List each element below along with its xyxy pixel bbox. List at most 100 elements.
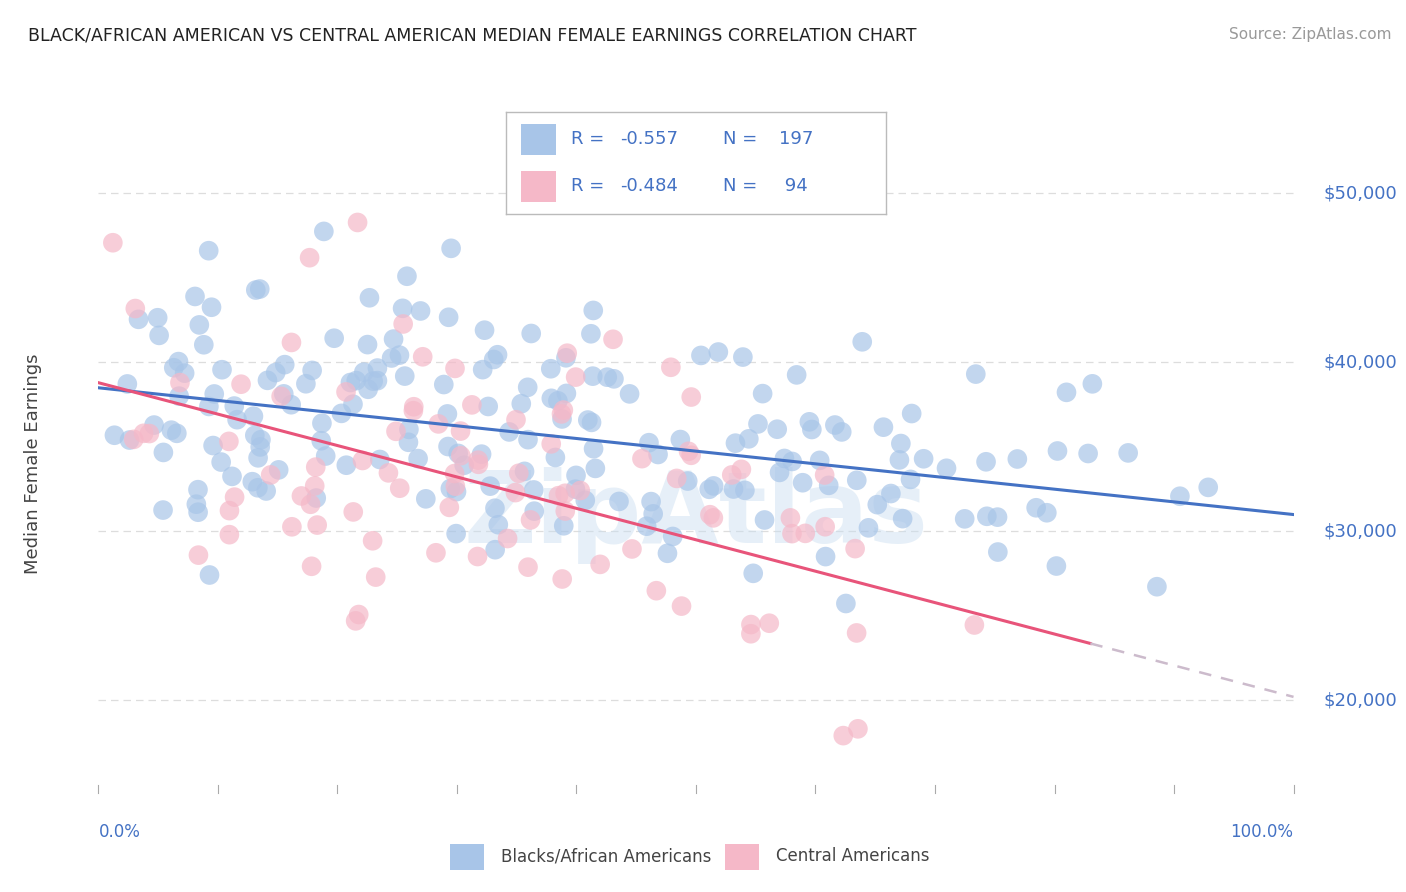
Point bbox=[508, 467, 530, 481]
Point bbox=[352, 453, 374, 467]
Point bbox=[471, 362, 494, 376]
Point bbox=[392, 317, 415, 331]
Point bbox=[724, 436, 747, 450]
Point bbox=[290, 489, 312, 503]
Point bbox=[307, 518, 329, 533]
Point bbox=[301, 363, 323, 377]
Point bbox=[1036, 506, 1059, 520]
Point bbox=[661, 529, 683, 543]
Point bbox=[323, 331, 346, 345]
Point bbox=[406, 451, 429, 466]
Point bbox=[143, 418, 166, 433]
Point bbox=[576, 413, 599, 427]
Point bbox=[394, 369, 416, 384]
Point bbox=[768, 466, 790, 480]
Point bbox=[643, 507, 665, 521]
Point bbox=[555, 386, 578, 401]
Point bbox=[581, 416, 603, 430]
Text: R =: R = bbox=[571, 178, 610, 195]
Point bbox=[751, 386, 773, 401]
Point bbox=[553, 403, 575, 417]
Point bbox=[720, 467, 742, 482]
Point bbox=[474, 323, 496, 337]
Point bbox=[858, 521, 880, 535]
Point bbox=[166, 426, 188, 441]
Bar bbox=[522, 124, 555, 154]
Point bbox=[471, 447, 494, 461]
Point bbox=[385, 425, 408, 439]
Point bbox=[437, 440, 460, 454]
Point bbox=[444, 479, 467, 493]
Point bbox=[498, 425, 520, 439]
Point bbox=[118, 433, 141, 447]
Point bbox=[295, 376, 318, 391]
Point bbox=[496, 532, 519, 546]
Point bbox=[986, 510, 1008, 524]
Point bbox=[444, 361, 467, 376]
Point bbox=[697, 483, 720, 497]
Bar bbox=[725, 844, 759, 870]
Point bbox=[912, 451, 935, 466]
Point bbox=[280, 398, 302, 412]
Point bbox=[814, 519, 837, 533]
Point bbox=[395, 269, 418, 284]
Point bbox=[361, 533, 384, 548]
Point bbox=[398, 435, 420, 450]
Point bbox=[366, 374, 388, 388]
Point bbox=[814, 549, 837, 564]
Point bbox=[734, 483, 756, 498]
Point bbox=[200, 300, 222, 314]
Point bbox=[388, 481, 411, 495]
Point bbox=[359, 291, 381, 305]
Point bbox=[976, 509, 998, 524]
Point bbox=[193, 337, 215, 351]
Point bbox=[831, 425, 853, 439]
Point bbox=[224, 399, 246, 413]
Point bbox=[152, 503, 174, 517]
Point bbox=[447, 446, 470, 460]
Point bbox=[450, 424, 472, 438]
Point bbox=[516, 380, 538, 394]
Point bbox=[304, 479, 326, 493]
Point bbox=[1077, 446, 1099, 460]
Point bbox=[505, 413, 527, 427]
Point bbox=[229, 377, 252, 392]
Point bbox=[846, 722, 869, 736]
Point bbox=[565, 468, 588, 483]
Point bbox=[274, 358, 297, 372]
Point bbox=[510, 397, 533, 411]
Point bbox=[740, 626, 762, 640]
Point bbox=[187, 483, 209, 497]
Point bbox=[173, 366, 195, 380]
Point bbox=[409, 304, 432, 318]
Point bbox=[872, 420, 894, 434]
Point bbox=[740, 617, 762, 632]
Point bbox=[665, 471, 688, 485]
Text: 197: 197 bbox=[779, 130, 814, 148]
Point bbox=[368, 452, 391, 467]
Point bbox=[603, 372, 626, 386]
Point bbox=[344, 374, 367, 388]
Point bbox=[357, 382, 380, 396]
Point bbox=[540, 437, 562, 451]
Point bbox=[1081, 376, 1104, 391]
Point bbox=[281, 520, 304, 534]
Point bbox=[444, 526, 467, 541]
Point bbox=[160, 423, 183, 437]
Point bbox=[167, 389, 190, 403]
Point bbox=[211, 362, 233, 376]
Point bbox=[547, 393, 569, 408]
Point bbox=[377, 466, 399, 480]
Point bbox=[794, 526, 817, 541]
Point bbox=[425, 546, 447, 560]
Point bbox=[953, 512, 976, 526]
Point bbox=[550, 407, 572, 421]
Point bbox=[467, 453, 489, 467]
Point bbox=[366, 361, 388, 376]
Point bbox=[1007, 452, 1029, 467]
Point bbox=[900, 407, 922, 421]
Point bbox=[564, 482, 586, 496]
Point bbox=[1116, 446, 1139, 460]
Point bbox=[128, 312, 150, 326]
Point bbox=[335, 384, 357, 399]
